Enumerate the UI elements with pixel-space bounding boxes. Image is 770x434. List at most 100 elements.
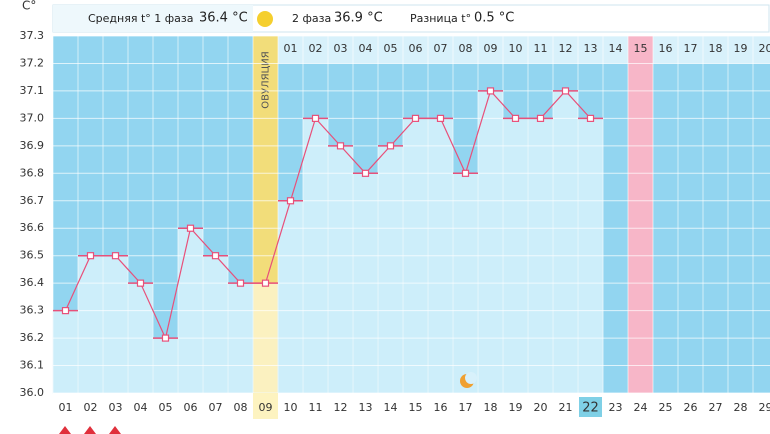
y-tick-label: 36.6 [20, 221, 45, 234]
point [186, 224, 195, 232]
x-tick-label: 14 [384, 401, 398, 414]
diff-value: 0.5 °C [474, 11, 514, 26]
x-tick-label: 23 [609, 401, 623, 414]
x-tick-label: 03 [109, 401, 123, 414]
point [261, 279, 270, 287]
today-marker [579, 397, 602, 417]
y-tick-label: 37.2 [20, 56, 45, 69]
phase2-day-label: 13 [584, 42, 598, 55]
phase2-day-label: 10 [509, 42, 523, 55]
phase2-day-label: 05 [384, 42, 398, 55]
x-tick-label: 17 [459, 401, 473, 414]
x-tick-label: 09 [259, 401, 273, 414]
x-tick-label: 05 [159, 401, 173, 414]
x-tick-label: 10 [284, 401, 298, 414]
phase2-day-label: 07 [434, 42, 448, 55]
point [586, 114, 595, 122]
y-tick-label: 36.4 [20, 276, 45, 289]
header-phase1 [53, 5, 253, 32]
point [536, 114, 545, 122]
x-tick-label: 20 [534, 401, 548, 414]
x-tick-label: 12 [334, 401, 348, 414]
phase2-day-label: 08 [459, 42, 473, 55]
point [311, 114, 320, 122]
y-tick-label: 36.7 [20, 194, 45, 207]
point [61, 307, 70, 315]
point [436, 114, 445, 122]
ovulation-day-marker [253, 393, 278, 419]
ovulation-label: ОВУЛЯЦИЯ [261, 51, 272, 109]
x-label-row [53, 393, 770, 419]
x-tick-label: 07 [209, 401, 223, 414]
phase2-day-label: 18 [709, 42, 723, 55]
x-tick-label: 04 [134, 401, 148, 414]
phase2-day-label: 04 [359, 42, 373, 55]
bar [327, 145, 354, 394]
point [461, 169, 470, 177]
y-tick-label: 36.0 [20, 386, 45, 399]
phase2-strip [278, 36, 770, 64]
phase2-day-label: 03 [334, 42, 348, 55]
x-tick-label: 26 [684, 401, 698, 414]
y-tick-label: 36.8 [20, 166, 45, 179]
x-tick-label: 06 [184, 401, 198, 414]
point [136, 279, 145, 287]
x-tick-label: 13 [359, 401, 373, 414]
point [111, 252, 120, 260]
phase2-day-label: 09 [484, 42, 498, 55]
x-tick-label: 02 [84, 401, 98, 414]
y-tick-label: 36.3 [20, 304, 45, 317]
x-tick-label: 21 [559, 401, 573, 414]
phase2-day-label: 16 [659, 42, 673, 55]
y-unit: C° [22, 0, 36, 13]
point [336, 142, 345, 150]
highlight-column [628, 36, 653, 393]
phase2-day-label: 11 [534, 42, 548, 55]
bar [277, 200, 304, 394]
phase1-value: 36.4 °C [199, 11, 248, 26]
ovulation-column [253, 36, 278, 284]
x-tick-label: 19 [509, 401, 523, 414]
y-tick-label: 37.1 [20, 84, 45, 97]
x-tick-label: 01 [59, 401, 73, 414]
marker-icons [59, 426, 121, 434]
x-tick-label: 15 [409, 401, 423, 414]
point [561, 87, 570, 95]
phase1-label: Средняя t° 1 фаза [88, 12, 194, 25]
point [236, 279, 245, 287]
phase2-day-label: 14 [609, 42, 623, 55]
x-tick-label: 25 [659, 401, 673, 414]
phase2-day-label: 17 [684, 42, 698, 55]
phase2-day-label: 02 [309, 42, 323, 55]
bar [552, 90, 579, 394]
x-tick-label: 22 [582, 401, 599, 416]
phase2-day-label: 15 [634, 42, 648, 55]
point [86, 252, 95, 260]
x-tick-label: 08 [234, 401, 248, 414]
y-tick-label: 36.9 [20, 139, 45, 152]
temperature-line [64, 89, 591, 340]
bar [377, 145, 404, 394]
phase2-day-label: 19 [734, 42, 748, 55]
phase2-value: 36.9 °C [334, 11, 383, 26]
x-tick-label: 11 [309, 401, 323, 414]
sun-icon [257, 11, 273, 27]
x-tick-label: 16 [434, 401, 448, 414]
phase2-day-label: 12 [559, 42, 573, 55]
x-tick-label: 24 [634, 401, 648, 414]
x-tick-label: 27 [709, 401, 723, 414]
point [361, 169, 370, 177]
y-tick-label: 36.2 [20, 331, 45, 344]
y-tick-label: 36.5 [20, 249, 45, 262]
point [386, 142, 395, 150]
x-tick-label: 28 [734, 401, 748, 414]
y-tick-label: 37.3 [20, 29, 45, 42]
bar [52, 310, 79, 394]
y-tick-label: 36.1 [20, 359, 45, 372]
phase2-day-label: 06 [409, 42, 423, 55]
bar [102, 255, 129, 394]
point [411, 114, 420, 122]
x-tick-label: 29 [759, 401, 770, 414]
phase2-day-label: 20 [759, 42, 770, 55]
